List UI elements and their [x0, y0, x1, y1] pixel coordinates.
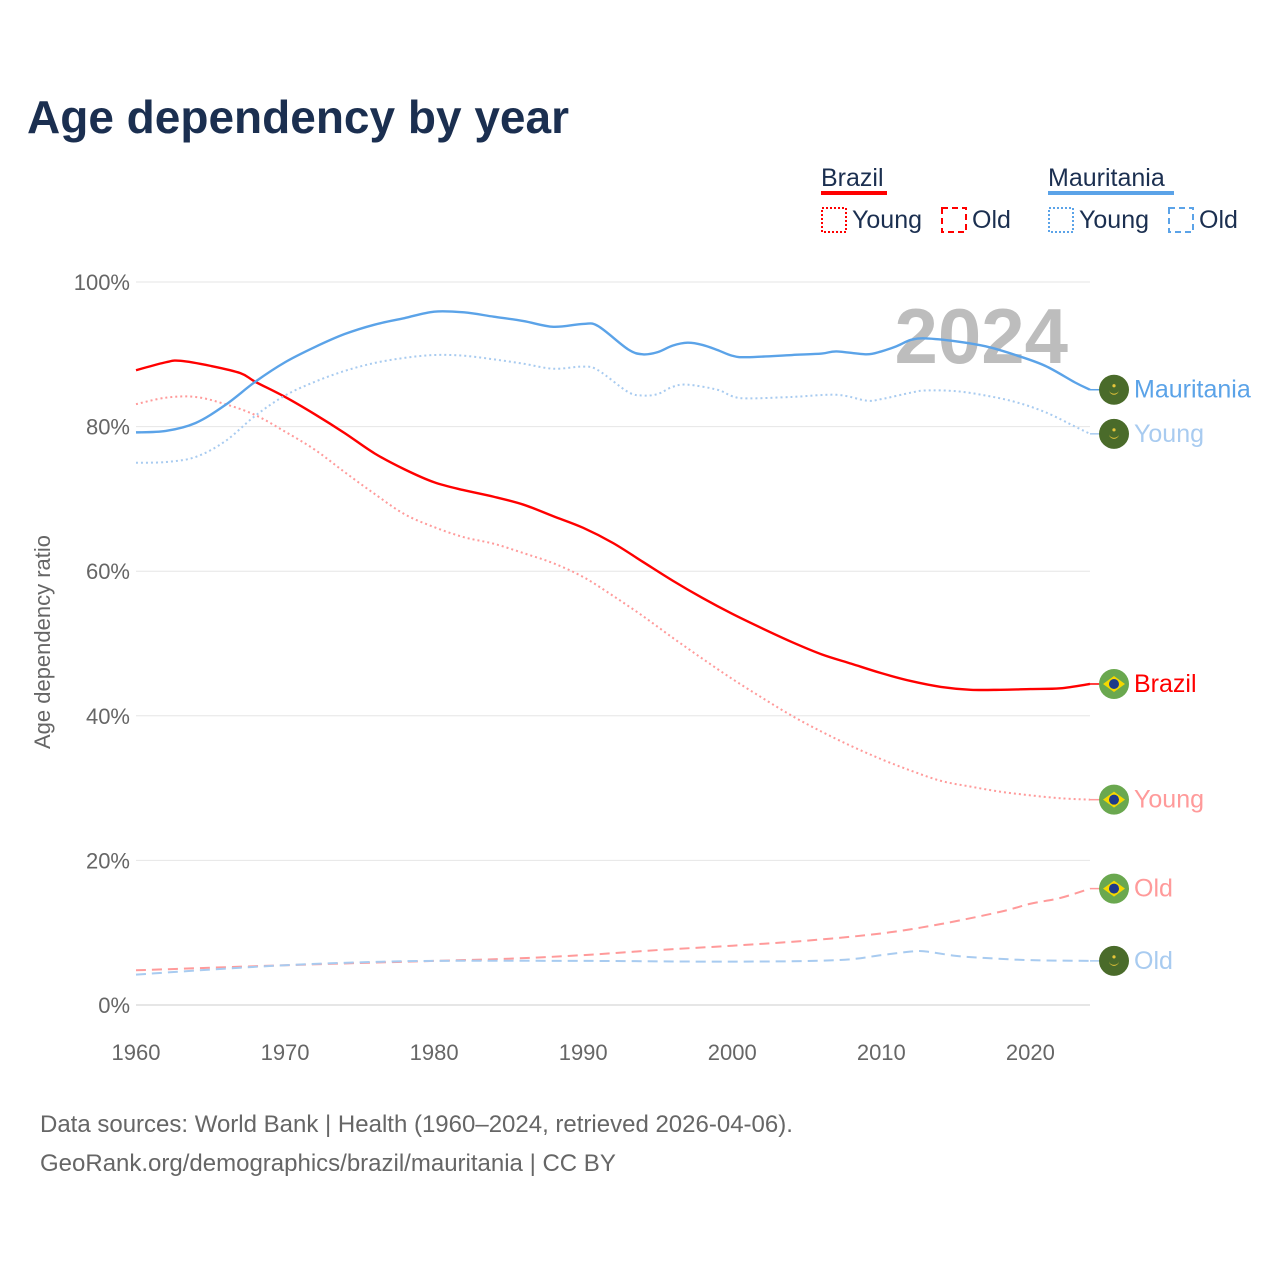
legend-mauritania-old-swatch — [1168, 207, 1194, 233]
x-tick-label: 2010 — [857, 1040, 906, 1065]
y-tick-label: 0% — [98, 993, 130, 1018]
legend-brazil-young[interactable]: Young — [852, 206, 922, 234]
end-label-mauritania: Mauritania — [1134, 376, 1251, 404]
x-tick-label: 2020 — [1006, 1040, 1055, 1065]
brazil-flag-icon — [1099, 668, 1129, 699]
y-tick-label: 100% — [74, 270, 130, 295]
x-tick-label: 1970 — [261, 1040, 310, 1065]
footer-sources: Data sources: World Bank | Health (1960–… — [40, 1111, 793, 1138]
y-tick-label: 40% — [86, 704, 130, 729]
x-tick-label: 2000 — [708, 1040, 757, 1065]
end-label-mauritania-old: Old — [1134, 947, 1173, 975]
legend-brazil-underline — [821, 191, 887, 195]
legend-mauritania-underline — [1048, 191, 1174, 195]
end-label-mauritania-young: Young — [1134, 420, 1204, 448]
x-tick-label: 1990 — [559, 1040, 608, 1065]
y-tick-label: 60% — [86, 559, 130, 584]
legend-mauritania-young[interactable]: Young — [1079, 206, 1149, 234]
brazil-flag-icon — [1099, 873, 1129, 904]
legend-mauritania[interactable]: Mauritania — [1048, 164, 1165, 192]
mauritania-flag-icon — [1099, 374, 1129, 405]
legend-mauritania-young-swatch — [1048, 207, 1074, 233]
grid — [136, 281, 1090, 1006]
line-brazil-old[interactable] — [135, 887, 1091, 972]
line-brazil[interactable] — [135, 359, 1091, 692]
y-tick-label: 20% — [86, 848, 130, 873]
legend-brazil-young-swatch — [821, 207, 847, 233]
legend-mauritania-old[interactable]: Old — [1199, 206, 1238, 234]
legend-brazil-old-swatch — [941, 207, 967, 233]
y-tick-label: 80% — [86, 415, 130, 440]
y-axis-label: Age dependency ratio — [30, 535, 55, 749]
end-label-brazil-old: Old — [1134, 875, 1173, 903]
legend: Brazil Young Old Mauritania Young Old — [821, 164, 1238, 234]
end-labels: Brazil Young Old Mauritania Young Old — [1090, 374, 1251, 976]
series-lines — [135, 310, 1091, 976]
legend-brazil-old[interactable]: Old — [972, 206, 1011, 234]
x-tick-label: 1980 — [410, 1040, 459, 1065]
line-brazil-young[interactable] — [135, 395, 1091, 801]
chart-title: Age dependency by year — [27, 91, 569, 143]
y-axis: 0% 20% 40% 60% 80% 100% — [74, 270, 130, 1018]
end-label-brazil: Brazil — [1134, 670, 1197, 698]
x-tick-label: 1960 — [112, 1040, 161, 1065]
current-year-watermark: 2024 — [894, 292, 1068, 380]
line-mauritania[interactable] — [135, 310, 1091, 434]
line-mauritania-old[interactable] — [135, 950, 1091, 976]
mauritania-flag-icon — [1099, 418, 1129, 449]
x-axis: 1960 1970 1980 1990 2000 2010 2020 — [112, 1040, 1055, 1065]
legend-brazil[interactable]: Brazil — [821, 164, 884, 192]
brazil-flag-icon — [1099, 784, 1129, 815]
end-label-brazil-young: Young — [1134, 786, 1204, 814]
mauritania-flag-icon — [1099, 945, 1129, 976]
footer-link[interactable]: GeoRank.org/demographics/brazil/mauritan… — [40, 1150, 616, 1177]
